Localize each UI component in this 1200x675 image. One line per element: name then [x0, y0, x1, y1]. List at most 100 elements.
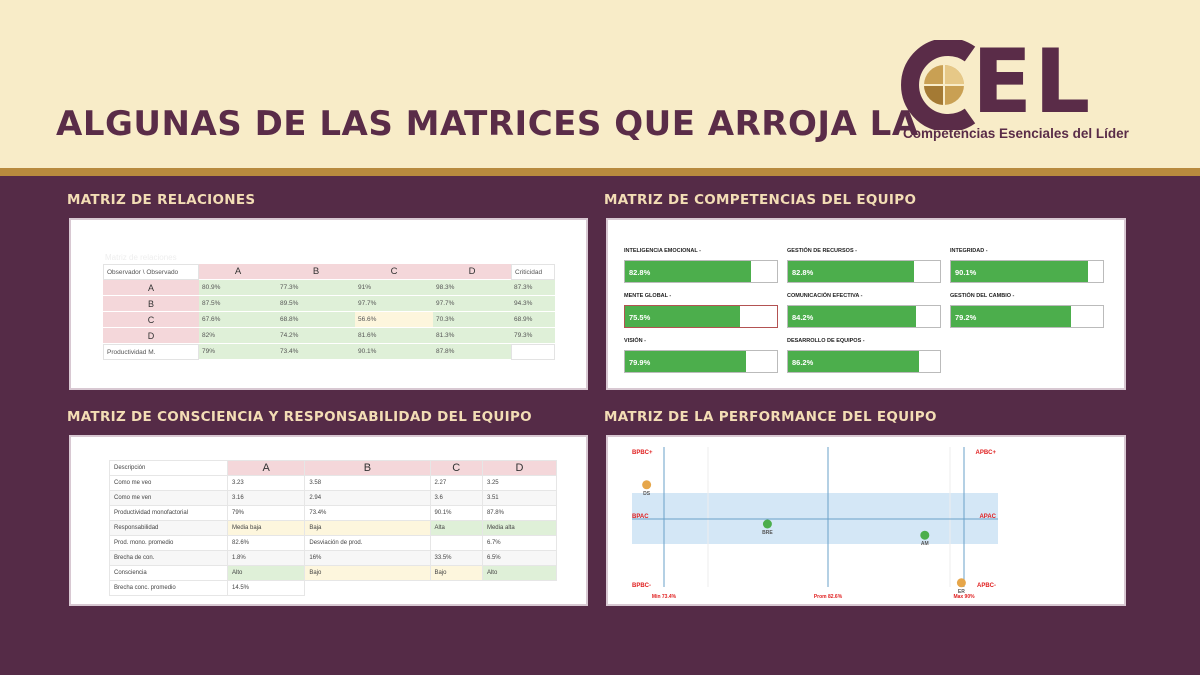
competencia-label: DESARROLLO DE EQUIPOS - [787, 338, 865, 344]
logo-letters: EL [972, 30, 1093, 133]
competencia-value: 82.8% [629, 268, 651, 277]
consciencia-cell: 87.8% [481, 505, 558, 521]
logo-tagline: Competencias Esenciales del Líder [903, 126, 1129, 141]
competencia-bar-fill [788, 351, 920, 372]
consciencia-cell: Media alta [481, 520, 558, 536]
relaciones-cell: 73.4% [277, 344, 355, 360]
consciencia-row-label: Productividad monofactorial [109, 505, 228, 521]
consciencia-title: MATRIZ DE CONSCIENCIA Y RESPONSABILIDAD … [67, 409, 532, 425]
consciencia-row-label: Prod. mono. promedio [109, 535, 228, 551]
consciencia-cell: 79% [226, 505, 306, 521]
performance-point-label: BRE [762, 530, 773, 536]
cel-logo-emblem-icon [901, 40, 976, 130]
relaciones-cell: 82% [199, 328, 277, 344]
relaciones-cell: 81.3% [433, 328, 511, 344]
relaciones-cell: 68.8% [277, 312, 355, 328]
consciencia-cell: 2.27 [429, 475, 483, 491]
consciencia-empty-cell [305, 581, 557, 596]
axis-label-max: Max 90% [953, 594, 975, 600]
axis-label-min: Min 73.4% [652, 594, 677, 600]
competencia-bar: 79.9% [624, 350, 778, 373]
quadrant-label: BPBC- [632, 583, 651, 589]
relaciones-cell: 81.6% [355, 328, 433, 344]
consciencia-row-label: Como me veo [109, 475, 228, 491]
consciencia-cell: 33.5% [429, 550, 483, 566]
table-row: B 87.5% 89.5% 97.7% 97.7% 94.3% [103, 296, 555, 312]
relaciones-row-header: A [103, 280, 199, 296]
competencia-bar-fill [625, 306, 740, 327]
relaciones-cell: 80.9% [199, 280, 277, 296]
quadrant-label: APAC [979, 514, 996, 520]
competencia-bar: 82.8% [787, 260, 941, 283]
relaciones-cell: 79% [199, 344, 277, 360]
table-row: Prod. mono. promedio 82.6% Desviación de… [109, 535, 558, 551]
consciencia-cell: Bajo [304, 565, 431, 581]
relaciones-cell: 89.5% [277, 296, 355, 312]
relaciones-empty-cell [511, 344, 555, 360]
consciencia-cell [429, 535, 483, 551]
relaciones-col-header: D [433, 264, 511, 280]
consciencia-cell: Baja [304, 520, 431, 536]
consciencia-col-header: A [226, 460, 306, 476]
competencia-value: 75.5% [629, 313, 651, 322]
quadrant-label: APBC- [977, 583, 996, 589]
performance-point [956, 578, 966, 588]
relaciones-cell: 98.3% [433, 280, 511, 296]
relaciones-productividad-label: Productividad M. [103, 344, 199, 360]
table-row: Brecha conc. promedio 14.5% [109, 580, 557, 596]
competencia-value: 84.2% [792, 313, 814, 322]
competencia-bar-fill [951, 306, 1072, 327]
consciencia-row-label: Consciencia [109, 565, 228, 581]
consciencia-cell: Desviación de prod. [304, 535, 431, 551]
table-row: D 82% 74.2% 81.6% 81.3% 79.3% [103, 328, 555, 344]
competencia-label: INTELIGENCIA EMOCIONAL - [624, 248, 701, 254]
quadrant-label: BPBC+ [632, 450, 653, 456]
performance-chart: BPBC+ APBC+ BPAC APAC BPBC- APBC- Min 73.4% Pro… [632, 447, 998, 600]
relaciones-cell: 87.8% [433, 344, 511, 360]
relaciones-cell: 97.7% [433, 296, 511, 312]
relaciones-cell: 97.7% [355, 296, 433, 312]
performance-point [762, 519, 772, 529]
consciencia-panel: Descripción A B C D Como me veo 3.23 3.5… [69, 435, 588, 606]
table-row: Como me veo 3.23 3.58 2.27 3.25 [109, 475, 558, 491]
gold-divider [0, 168, 1200, 176]
consciencia-cell: 16% [304, 550, 431, 566]
consciencia-desc-header: Descripción [109, 460, 228, 476]
relaciones-col-header: A [199, 264, 277, 280]
relaciones-cell: 90.1% [355, 344, 433, 360]
table-row: Productividad M. 79% 73.4% 90.1% 87.8% [103, 344, 555, 360]
consciencia-cell: Alto [226, 565, 306, 581]
relaciones-cell: 77.3% [277, 280, 355, 296]
table-row: A 80.9% 77.3% 91% 98.3% 87.3% [103, 280, 555, 296]
performance-point [920, 530, 930, 540]
competencia-bar: 79.2% [950, 305, 1104, 328]
consciencia-cell: 6.7% [481, 535, 558, 551]
consciencia-cell: 3.51 [481, 490, 558, 506]
competencia-bar: 86.2% [787, 350, 941, 373]
quadrant-label: BPAC [632, 514, 649, 520]
relaciones-cell: 74.2% [277, 328, 355, 344]
header-banner: ALGUNAS DE LAS MATRICES QUE ARROJA LA EL… [0, 0, 1200, 168]
relaciones-table: Observador \ Observado A B C D Criticida… [103, 264, 555, 360]
relaciones-criticidad-cell: 79.3% [511, 328, 555, 344]
competencia-label: GESTIÓN DE RECURSOS - [787, 248, 857, 254]
consciencia-cell: Alta [429, 520, 483, 536]
relaciones-row-header: B [103, 296, 199, 312]
performance-point-label: DS [643, 491, 651, 497]
consciencia-cell: 6.5% [481, 550, 558, 566]
competencia-bar-fill [788, 306, 916, 327]
consciencia-col-header: D [481, 460, 558, 476]
competencia-bar: 82.8% [624, 260, 778, 283]
table-row: Brecha de con. 1.8% 16% 33.5% 6.5% [109, 550, 558, 566]
competencia-bar-fill [625, 261, 751, 282]
consciencia-cell: 3.25 [481, 475, 558, 491]
consciencia-cell: 3.23 [226, 475, 306, 491]
axis-label-avg: Prom 82.6% [814, 594, 843, 600]
page-title: ALGUNAS DE LAS MATRICES QUE ARROJA LA [56, 104, 919, 144]
competencias-title: MATRIZ DE COMPETENCIAS DEL EQUIPO [604, 192, 917, 208]
competencia-bar: 75.5% [624, 305, 778, 328]
consciencia-col-header: B [304, 460, 431, 476]
consciencia-cell: 73.4% [304, 505, 431, 521]
relaciones-panel: Matriz de relaciones Observador \ Observ… [69, 218, 588, 390]
competencia-label: INTEGRIDAD - [950, 248, 988, 254]
